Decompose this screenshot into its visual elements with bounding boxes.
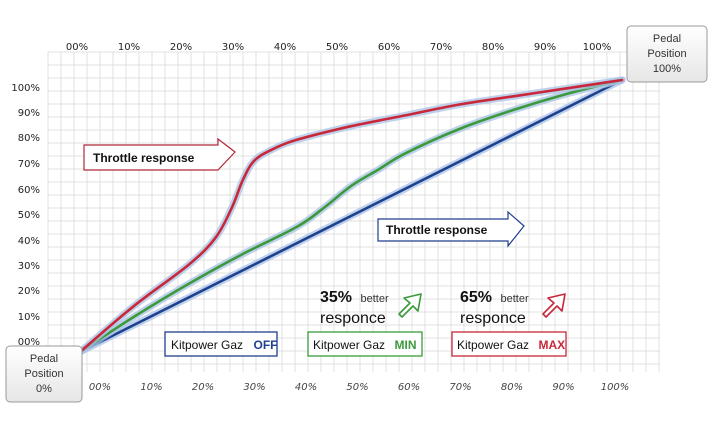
- x-tick-label-bottom: 70%: [449, 382, 471, 393]
- pedal-end-line2: Position: [647, 48, 686, 60]
- response-min-percent: 35%: [320, 289, 352, 306]
- svg-text:35% better: 35% better: [320, 289, 389, 306]
- throttle-callout-blue: Throttle response: [377, 210, 525, 248]
- legend-off-label: Kitpower Gaz: [171, 338, 243, 352]
- response-min-arrow-icon: [398, 293, 422, 318]
- series-max-line: [78, 78, 624, 354]
- response-min-word: responce: [320, 310, 386, 327]
- y-tick-label: 80%: [18, 133, 40, 144]
- pedal-position-start-box: Pedal Position 0%: [5, 345, 83, 403]
- y-tick-label: 50%: [18, 210, 40, 221]
- x-tick-label-bottom: 20%: [192, 382, 214, 393]
- x-tick-label-top: 40%: [274, 42, 296, 53]
- pedal-start-line3: 0%: [36, 383, 52, 395]
- x-tick-label-top: 90%: [534, 42, 556, 53]
- throttle-callout-blue-shape: [377, 210, 525, 248]
- y-tick-label: 60%: [18, 185, 40, 196]
- x-tick-label-bottom: 50%: [346, 382, 368, 393]
- y-axis-ticks: 00% 10% 20% 30% 40% 50% 60% 70% 80% 90% 100%: [11, 83, 40, 348]
- legend-max-key: MAX: [538, 338, 565, 352]
- svg-text:Kitpower Gaz MAX: Kitpower Gaz MAX: [457, 336, 565, 353]
- response-max: 65% better responce: [460, 289, 566, 327]
- x-tick-label-top: 100%: [583, 42, 612, 53]
- legend-min: Kitpower Gaz MIN: [307, 331, 423, 357]
- x-tick-label-bottom: 30%: [243, 382, 265, 393]
- series-off-line: [78, 78, 624, 354]
- legend-min-label: Kitpower Gaz: [313, 338, 385, 352]
- response-max-better: better: [500, 293, 528, 305]
- x-tick-label-bottom: 60%: [398, 382, 420, 393]
- throttle-callout-red-label: Throttle response: [93, 151, 195, 165]
- throttle-callout-red: Throttle response: [83, 137, 236, 171]
- series-lines: [76, 76, 626, 356]
- x-tick-label-top: 20%: [170, 42, 192, 53]
- legend-min-key: MIN: [394, 338, 416, 352]
- x-tick-label-top: 80%: [482, 42, 504, 53]
- legend-off: Kitpower Gaz OFF: [164, 331, 278, 357]
- x-tick-label-bottom: 00%: [89, 382, 111, 393]
- y-tick-label: 00%: [18, 337, 40, 348]
- x-tick-label-top: 70%: [430, 42, 452, 53]
- series-min-line: [78, 78, 624, 354]
- x-axis-ticks-top: 00% 10% 20% 30% 40% 50% 60% 70% 80% 90% 100%: [66, 42, 611, 53]
- legend-max-label: Kitpower Gaz: [457, 338, 529, 352]
- x-tick-label-top: 60%: [378, 42, 400, 53]
- legend-max: Kitpower Gaz MAX: [451, 331, 567, 357]
- x-tick-label-bottom: 40%: [295, 382, 317, 393]
- x-tick-label-top: 30%: [222, 42, 244, 53]
- x-tick-label-top: 50%: [326, 42, 348, 53]
- y-tick-label: 30%: [18, 261, 40, 272]
- pedal-position-end-box: Pedal Position 100%: [626, 25, 708, 83]
- grid: [47, 51, 660, 372]
- response-min-better: better: [360, 293, 388, 305]
- x-tick-label-top: 00%: [66, 42, 88, 53]
- pedal-end-line3: 100%: [653, 63, 681, 75]
- x-tick-label-top: 10%: [118, 42, 140, 53]
- response-max-word: responce: [460, 310, 526, 327]
- x-tick-label-bottom: 10%: [140, 382, 162, 393]
- y-tick-label: 10%: [18, 312, 40, 323]
- throttle-callout-blue-label: Throttle response: [386, 223, 488, 237]
- y-tick-label: 70%: [18, 159, 40, 170]
- x-tick-label-bottom: 100%: [601, 382, 630, 393]
- svg-text:Kitpower Gaz MIN: Kitpower Gaz MIN: [313, 336, 416, 353]
- svg-text:65% better: 65% better: [460, 289, 529, 306]
- svg-text:Kitpower Gaz OFF: Kitpower Gaz OFF: [171, 336, 277, 353]
- x-tick-label-bottom: 90%: [552, 382, 574, 393]
- y-tick-label: 40%: [18, 236, 40, 247]
- y-tick-label: 100%: [11, 83, 40, 94]
- response-max-arrow-icon: [542, 293, 566, 318]
- response-min: 35% better responce: [320, 289, 422, 327]
- legend-off-key: OFF: [253, 338, 277, 352]
- y-tick-label: 20%: [18, 286, 40, 297]
- pedal-end-line1: Pedal: [653, 33, 681, 45]
- y-tick-label: 90%: [18, 108, 40, 119]
- throttle-callout-red-shape: [83, 137, 236, 171]
- x-axis-ticks-bottom: 00% 10% 20% 30% 40% 50% 60% 70% 80% 90% 100%: [89, 382, 629, 393]
- pedal-start-line2: Position: [24, 368, 63, 380]
- pedal-start-line1: Pedal: [30, 353, 58, 365]
- response-max-percent: 65%: [460, 289, 492, 306]
- x-tick-label-bottom: 80%: [501, 382, 523, 393]
